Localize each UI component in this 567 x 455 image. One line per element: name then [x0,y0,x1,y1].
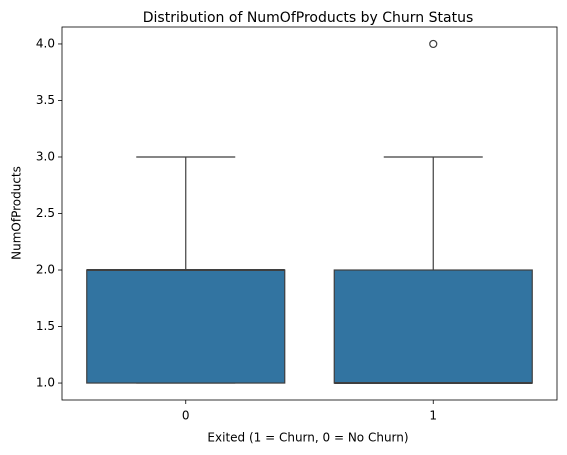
x-tick-label: 1 [429,409,437,423]
y-tick-label: 3.0 [36,149,55,163]
y-tick-label: 1.0 [36,376,55,390]
flier [429,39,438,49]
y-tick-label: 1.5 [36,319,55,333]
y-tick-label: 3.5 [36,93,55,107]
box [333,269,533,384]
y-axis-label: NumOfProducts [10,166,24,260]
x-tick-label: 0 [182,409,190,423]
box [86,269,286,384]
y-tick-label: 2.0 [36,263,55,277]
y-tick-label: 4.0 [36,36,55,50]
y-tick-label: 2.5 [36,206,55,220]
x-axis-label: Exited (1 = Churn, 0 = No Churn) [207,431,408,445]
chart-title: Distribution of NumOfProducts by Churn S… [143,10,474,26]
